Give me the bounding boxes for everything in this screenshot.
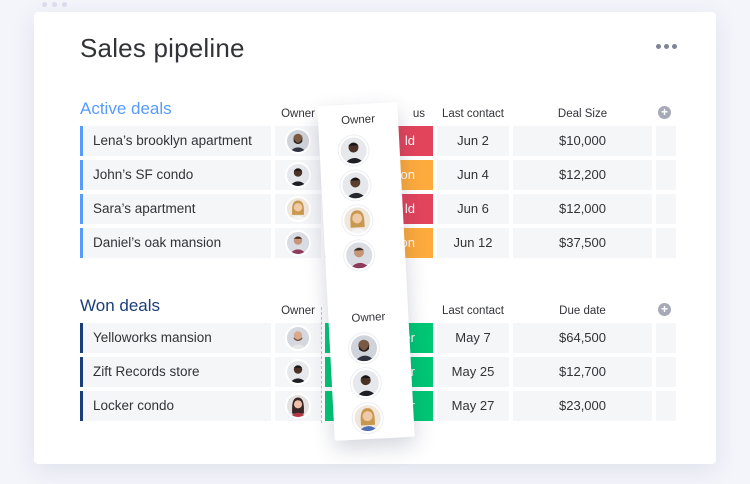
owner-cell[interactable] (275, 160, 321, 190)
deal-name[interactable]: Sara’s apartment (80, 194, 271, 224)
empty-cell (656, 160, 676, 190)
deal-name[interactable]: Yelloworks mansion (80, 323, 271, 353)
group-title-active-deals[interactable]: Active deals (80, 99, 172, 118)
drag-column-header: Owner (351, 311, 386, 325)
owner-cell[interactable] (275, 126, 321, 156)
due-date-value[interactable]: $64,500 (513, 323, 652, 353)
avatar (339, 169, 372, 202)
last-contact-date[interactable]: Jun 2 (437, 126, 509, 156)
dragged-owner-column[interactable]: Owner Owner (317, 102, 415, 441)
deal-size-value[interactable]: $37,500 (513, 228, 652, 258)
last-contact-date[interactable]: May 27 (437, 391, 509, 421)
column-header-owner[interactable]: Owner (281, 108, 315, 120)
avatar (341, 204, 374, 237)
window-dots (42, 2, 67, 7)
avatar (285, 128, 311, 154)
add-column-icon[interactable]: + (658, 303, 671, 316)
last-contact-date[interactable]: May 7 (437, 323, 509, 353)
column-header-owner[interactable]: Owner (281, 305, 315, 317)
deal-name[interactable]: Lena’s brooklyn apartment (80, 126, 271, 156)
table-row[interactable]: Daniel’s oak mansion ation Jun 12 $37,50… (80, 228, 676, 258)
empty-cell (656, 194, 676, 224)
owner-cell[interactable] (275, 391, 321, 421)
deal-name[interactable]: John’s SF condo (80, 160, 271, 190)
avatar (285, 230, 311, 256)
due-date-value[interactable]: $12,700 (513, 357, 652, 387)
column-header-last-contact[interactable]: Last contact (441, 108, 504, 120)
empty-cell (656, 357, 676, 387)
avatar (285, 359, 311, 385)
last-contact-date[interactable]: Jun 4 (437, 160, 509, 190)
owner-cell[interactable] (275, 228, 321, 258)
column-header-last-contact[interactable]: Last contact (441, 305, 504, 317)
deal-name[interactable]: Locker condo (80, 391, 271, 421)
empty-cell (656, 323, 676, 353)
empty-cell (656, 126, 676, 156)
drop-target-outline (321, 307, 327, 423)
avatar (285, 325, 311, 351)
avatar (285, 196, 311, 222)
empty-cell (656, 228, 676, 258)
last-contact-date[interactable]: Jun 12 (437, 228, 509, 258)
due-date-value[interactable]: $23,000 (513, 391, 652, 421)
avatar (350, 367, 382, 399)
avatar (337, 134, 370, 167)
more-horizontal-icon[interactable] (656, 44, 677, 49)
drag-column-header: Owner (340, 113, 376, 128)
owner-cell[interactable] (275, 357, 321, 387)
page-title: Sales pipeline (80, 33, 245, 63)
avatar (285, 162, 311, 188)
column-header-due-date[interactable]: Due date (559, 305, 606, 317)
deal-size-value[interactable]: $12,200 (513, 160, 652, 190)
table-row[interactable]: Locker condo offer May 27 $23,000 (80, 391, 676, 421)
last-contact-date[interactable]: May 25 (437, 357, 509, 387)
avatar (348, 332, 380, 364)
deal-size-value[interactable]: $10,000 (513, 126, 652, 156)
deal-size-value[interactable]: $12,000 (513, 194, 652, 224)
group-title-won-deals[interactable]: Won deals (80, 296, 161, 315)
deal-name[interactable]: Zift Records store (80, 357, 271, 387)
avatar (351, 402, 384, 434)
add-column-icon[interactable]: + (658, 106, 671, 119)
table-row[interactable]: Lena’s brooklyn apartment ld Jun 2 $10,0… (80, 126, 676, 156)
empty-cell (656, 391, 676, 421)
avatar (343, 239, 375, 272)
owner-cell[interactable] (275, 194, 321, 224)
last-contact-date[interactable]: Jun 6 (437, 194, 509, 224)
avatar (285, 393, 311, 419)
deal-name[interactable]: Daniel’s oak mansion (80, 228, 271, 258)
owner-cell[interactable] (275, 323, 321, 353)
column-header-deal-size[interactable]: Deal Size (557, 108, 608, 120)
column-header-status[interactable]: us (412, 108, 425, 120)
